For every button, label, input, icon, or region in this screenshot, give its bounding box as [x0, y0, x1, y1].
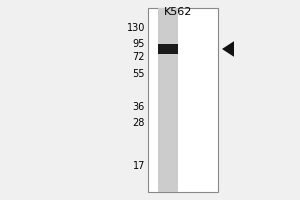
Text: 28: 28 — [133, 118, 145, 128]
Bar — [158, 44, 178, 54]
Bar — [158, 8, 178, 192]
Text: 72: 72 — [133, 52, 145, 62]
Bar — [148, 8, 218, 192]
Text: 55: 55 — [133, 69, 145, 79]
Text: 36: 36 — [133, 102, 145, 112]
Text: 95: 95 — [133, 39, 145, 49]
Text: K562: K562 — [164, 7, 192, 17]
Polygon shape — [222, 41, 234, 57]
Text: 130: 130 — [127, 23, 145, 33]
Text: 17: 17 — [133, 161, 145, 171]
